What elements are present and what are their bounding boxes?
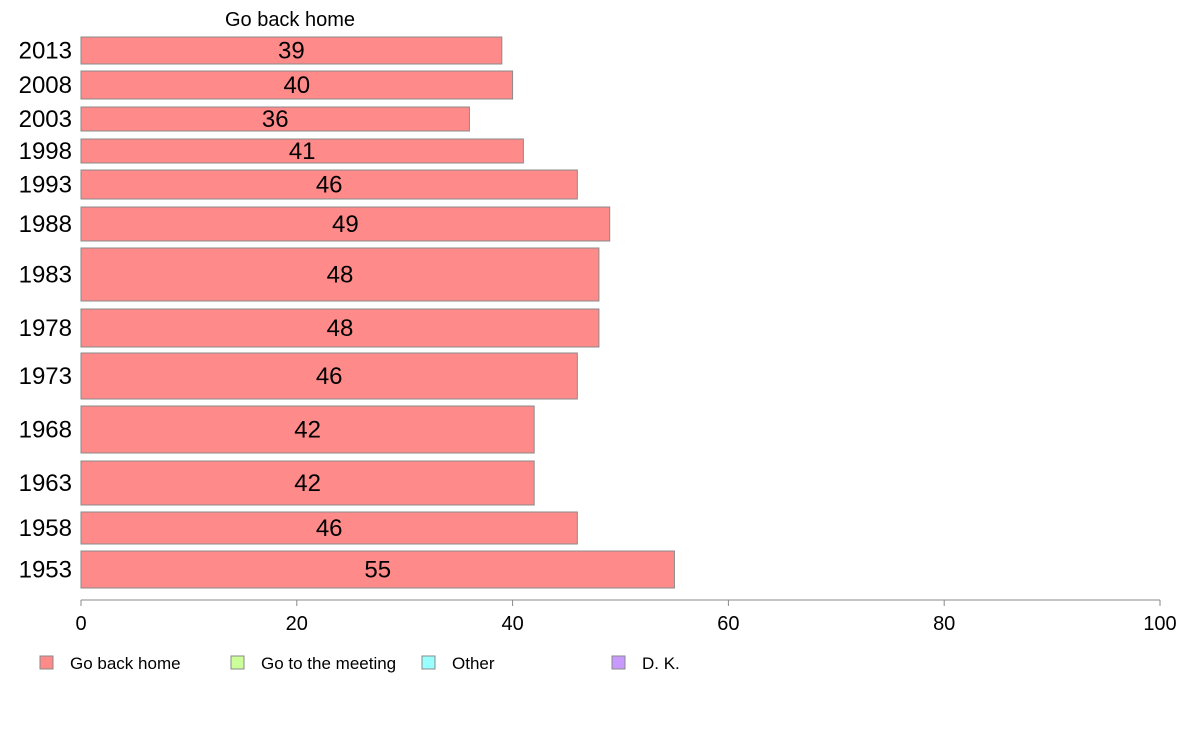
x-tick-label: 80 xyxy=(933,613,955,635)
category-label-1958: 1958 xyxy=(19,515,72,542)
legend-label: Go to the meeting xyxy=(261,654,396,673)
category-label-2013: 2013 xyxy=(19,38,72,65)
bar-1983 xyxy=(80,247,600,302)
bar-value-label: 46 xyxy=(316,363,343,390)
bar-value-label: 41 xyxy=(289,138,316,165)
category-label-1968: 1968 xyxy=(19,417,72,444)
bar-1993 xyxy=(80,169,578,200)
bar-value-label: 36 xyxy=(262,106,289,133)
bar-value-label: 42 xyxy=(294,417,321,444)
x-tick-label: 20 xyxy=(286,613,308,635)
x-axis: 0 20 40 60 80 100 xyxy=(75,599,1177,635)
x-tick-label: 0 xyxy=(75,613,86,635)
bar-1978 xyxy=(80,308,600,348)
bar-1968 xyxy=(80,405,535,454)
bar-value-label: 48 xyxy=(327,262,354,289)
category-label-1973: 1973 xyxy=(19,363,72,390)
bar-2008 xyxy=(80,70,514,100)
legend: Go back home Go to the meeting Other D. K. xyxy=(39,654,680,673)
bar-1998 xyxy=(80,138,524,164)
category-label-1953: 1953 xyxy=(19,557,72,584)
x-tick-label: 100 xyxy=(1143,613,1176,635)
category-label-1988: 1988 xyxy=(19,211,72,238)
legend-swatch xyxy=(39,655,54,670)
bar-value-label: 55 xyxy=(364,557,391,584)
bar-1988 xyxy=(80,206,611,242)
legend-label: Other xyxy=(452,654,495,673)
bar-1958 xyxy=(80,511,578,545)
category-label-1963: 1963 xyxy=(19,470,72,497)
bar-value-label: 49 xyxy=(332,211,359,238)
category-label-1998: 1998 xyxy=(19,138,72,165)
chart-title: Go back home xyxy=(225,9,355,31)
category-label-1983: 1983 xyxy=(19,262,72,289)
category-label-2003: 2003 xyxy=(19,106,72,133)
bar-2003 xyxy=(80,106,470,132)
bar-value-label: 46 xyxy=(316,515,343,542)
category-label-1993: 1993 xyxy=(19,172,72,199)
legend-swatch xyxy=(611,655,626,670)
legend-label: D. K. xyxy=(642,654,680,673)
bar-1963 xyxy=(80,460,535,506)
category-label-1978: 1978 xyxy=(19,315,72,342)
category-labels: 2013 2008 2003 1998 1993 1988 1983 1978 1973 1968… xyxy=(19,38,72,584)
legend-label: Go back home xyxy=(70,654,181,673)
bar-2013 xyxy=(80,36,503,65)
bar-value-label: 42 xyxy=(294,470,321,497)
x-tick-label: 40 xyxy=(501,613,523,635)
legend-swatch xyxy=(230,655,245,670)
bar-1973 xyxy=(80,352,578,400)
x-tick-label: 60 xyxy=(717,613,739,635)
bar-value-label: 48 xyxy=(327,315,354,342)
bar-1953 xyxy=(80,550,675,589)
bar-value-label: 40 xyxy=(283,72,310,99)
legend-swatch xyxy=(421,655,436,670)
bar-value-label: 39 xyxy=(278,38,305,65)
category-label-2008: 2008 xyxy=(19,72,72,99)
bar-value-label: 46 xyxy=(316,172,343,199)
